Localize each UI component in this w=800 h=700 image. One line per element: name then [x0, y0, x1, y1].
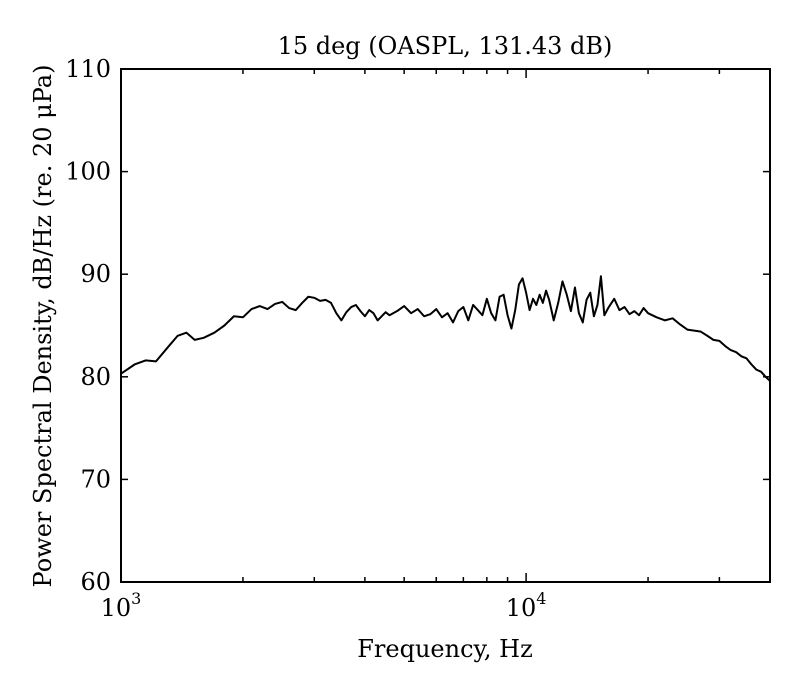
plot-frame: [120, 68, 771, 583]
x-axis: 103 104: [101, 69, 771, 622]
x-axis-label: Frequency, Hz: [357, 635, 532, 663]
y-tick-label: 80: [80, 363, 111, 391]
y-tick-label: 110: [65, 55, 111, 83]
y-tick-label: 90: [80, 260, 111, 288]
plot-area: [120, 275, 771, 382]
y-axis: 60 70 80 90 100 110: [65, 55, 770, 596]
y-tick-label: 60: [80, 568, 111, 596]
y-tick-label: 100: [65, 158, 111, 186]
x-tick-label: 104: [506, 589, 547, 622]
chart-title: 15 deg (OASPL, 131.43 dB): [278, 32, 613, 60]
y-tick-label: 70: [80, 465, 111, 493]
x-tick-label: 103: [101, 589, 142, 622]
y-axis-label: Power Spectral Density, dB/Hz (re. 20 μP…: [29, 65, 57, 588]
series-line-0: [120, 275, 771, 382]
